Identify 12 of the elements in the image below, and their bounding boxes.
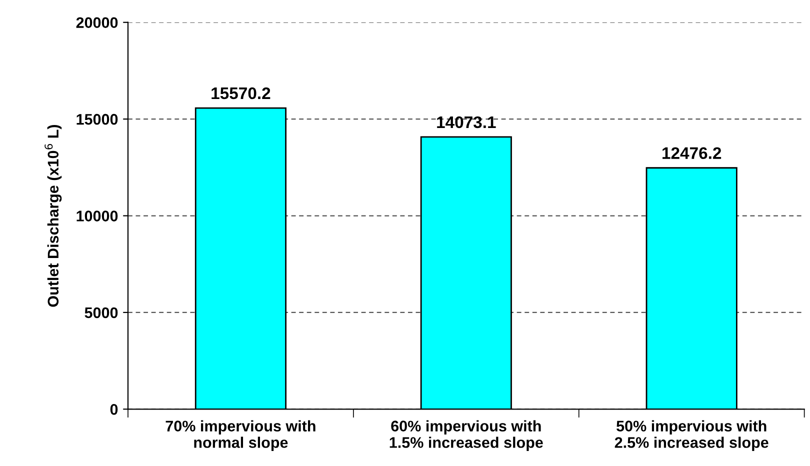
- data-label: 14073.1: [437, 116, 496, 128]
- y-tick-label: 20000: [76, 17, 118, 28]
- data-label: 15570.2: [212, 87, 270, 100]
- data-label: 12476.2: [662, 147, 722, 160]
- y-tick-label: 0: [110, 404, 118, 415]
- x-tick-label: 60% impervious with 1.5% increased slope: [390, 420, 543, 451]
- x-tick-label: 70% impervious with normal slope: [166, 420, 316, 451]
- y-axis-title: Outlet Discharge (x10$^{6}$ L): [44, 125, 62, 307]
- y-tick-label: 15000: [76, 114, 118, 125]
- x-tick-label: 50% impervious with 2.5% increased slope: [614, 420, 768, 451]
- y-tick-label: 10000: [76, 210, 118, 222]
- y-tick-label: 5000: [84, 307, 118, 318]
